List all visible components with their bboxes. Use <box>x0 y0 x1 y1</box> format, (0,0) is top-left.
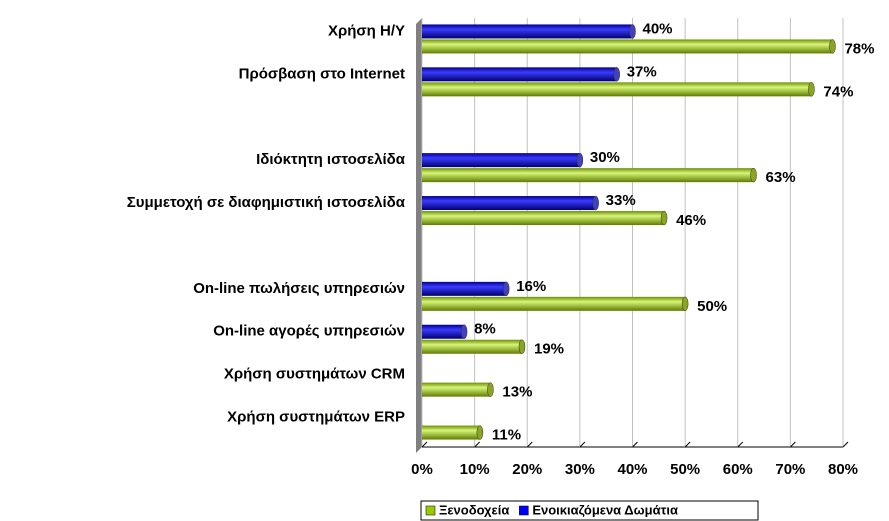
y-tick-label: On-line πωλήσεις υπηρεσιών <box>193 280 405 297</box>
legend-label: Ξενοδοχεία <box>439 502 509 517</box>
bar <box>422 281 507 296</box>
x-tick-label: 30% <box>565 461 595 478</box>
x-tick-label: 0% <box>411 461 433 478</box>
tick-mark <box>474 441 480 448</box>
bar-cap <box>476 425 484 440</box>
legend-box <box>420 500 759 521</box>
bar-cap <box>829 39 836 54</box>
bar <box>422 153 580 168</box>
y-tick-label: Χρήση συστημάτων CRM <box>224 366 405 383</box>
value-label: 40% <box>643 20 673 37</box>
x-tick-label: 40% <box>617 461 647 478</box>
value-label: 78% <box>844 40 874 57</box>
value-label: 11% <box>492 427 521 444</box>
value-label: 16% <box>516 278 546 295</box>
bar-cap <box>592 195 599 211</box>
bar <box>422 382 491 397</box>
value-label: 19% <box>534 341 564 358</box>
x-tick-label: 20% <box>512 461 542 478</box>
x-tick-label: 10% <box>460 461 490 478</box>
value-label: 46% <box>676 212 706 229</box>
bar <box>422 24 633 39</box>
bar-cap <box>750 167 757 183</box>
tick-mark <box>579 441 586 448</box>
bar-cap <box>460 324 468 339</box>
legend-swatch <box>425 505 436 516</box>
tick-mark <box>684 441 691 448</box>
value-label: 30% <box>590 149 620 166</box>
bar-cap <box>576 152 584 168</box>
tick-mark <box>632 441 638 448</box>
y-tick-label: Χρήση Η/Υ <box>328 22 405 39</box>
bar-cap <box>518 339 526 354</box>
tick-mark <box>842 441 849 448</box>
bar <box>422 324 465 339</box>
legend-label: Ενοικιαζόμενα Δωμάτια <box>532 502 678 517</box>
value-label: 74% <box>823 83 853 100</box>
bar <box>422 339 522 354</box>
value-label: 37% <box>627 63 657 80</box>
bar <box>422 296 686 311</box>
value-label: 50% <box>697 298 727 315</box>
bar-cap <box>502 281 510 297</box>
tick-mark <box>790 441 796 448</box>
legend-swatch <box>519 505 529 516</box>
bar <box>422 425 480 440</box>
bar <box>422 67 617 82</box>
x-tick-label: 80% <box>828 461 858 478</box>
value-label: 63% <box>766 169 796 186</box>
value-label: 13% <box>502 384 532 401</box>
bar <box>422 39 833 54</box>
y-tick-label: Συμμετοχή σε διαφημιστική ιστοσελίδα <box>127 194 406 211</box>
bar <box>422 82 812 97</box>
x-tick-label: 70% <box>775 461 805 478</box>
x-tick-label: 60% <box>723 461 753 478</box>
bar-cap <box>808 82 815 97</box>
y-tick-label: Ιδιόκτητη ιστοσελίδα <box>256 151 406 168</box>
bar-cap <box>613 67 620 82</box>
bar-cap <box>487 382 494 397</box>
bar <box>422 168 754 183</box>
bar-cap <box>660 210 668 226</box>
tick-mark <box>526 441 533 448</box>
tick-mark <box>421 441 428 448</box>
y-tick-label: Πρόσβαση στο Internet <box>239 65 405 82</box>
tick-mark <box>737 441 744 448</box>
value-label: 8% <box>474 321 496 338</box>
side-wall <box>416 18 422 453</box>
bar <box>422 211 665 226</box>
value-label: 33% <box>606 192 636 209</box>
bar <box>422 196 596 211</box>
y-tick-label: On-line αγορές υπηρεσιών <box>213 323 405 340</box>
bar-cap <box>629 24 636 39</box>
y-tick-label: Χρήση συστημάτων ERP <box>227 409 405 426</box>
x-tick-label: 50% <box>670 461 700 478</box>
bar-cap <box>681 296 689 312</box>
